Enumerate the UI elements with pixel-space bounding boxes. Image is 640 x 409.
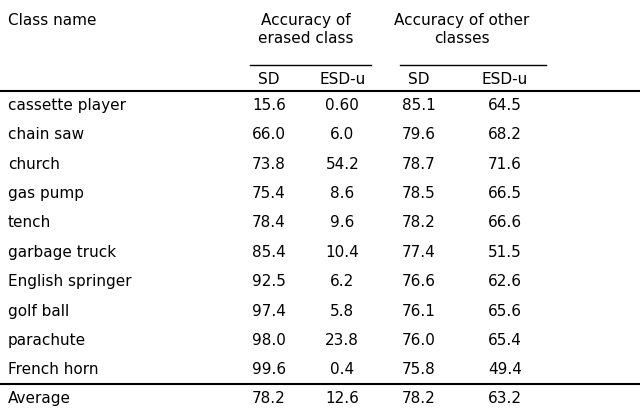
Text: 66.5: 66.5	[488, 186, 522, 200]
Text: 97.4: 97.4	[252, 303, 286, 318]
Text: church: church	[8, 156, 60, 171]
Text: 62.6: 62.6	[488, 274, 522, 288]
Text: French horn: French horn	[8, 362, 99, 377]
Text: 64.5: 64.5	[488, 97, 522, 112]
Text: Class name: Class name	[8, 13, 96, 28]
Text: 76.6: 76.6	[402, 274, 436, 288]
Text: 8.6: 8.6	[330, 186, 355, 200]
Text: SD: SD	[408, 72, 429, 87]
Text: English springer: English springer	[8, 274, 131, 288]
Text: parachute: parachute	[8, 332, 86, 347]
Text: 63.2: 63.2	[488, 390, 522, 405]
Text: Accuracy of other
classes: Accuracy of other classes	[394, 13, 529, 46]
Text: 99.6: 99.6	[252, 362, 286, 377]
Text: garbage truck: garbage truck	[8, 244, 116, 259]
Text: 78.2: 78.2	[402, 390, 436, 405]
Text: 6.0: 6.0	[330, 127, 355, 142]
Text: chain saw: chain saw	[8, 127, 84, 142]
Text: 66.0: 66.0	[252, 127, 286, 142]
Text: 78.2: 78.2	[402, 215, 436, 230]
Text: 66.6: 66.6	[488, 215, 522, 230]
Text: 75.8: 75.8	[402, 362, 436, 377]
Text: 78.4: 78.4	[252, 215, 286, 230]
Text: 78.2: 78.2	[252, 390, 286, 405]
Text: 49.4: 49.4	[488, 362, 522, 377]
Text: 0.4: 0.4	[330, 362, 355, 377]
Text: 76.1: 76.1	[402, 303, 436, 318]
Text: 85.4: 85.4	[252, 244, 286, 259]
Text: Average: Average	[8, 390, 71, 405]
Text: 79.6: 79.6	[402, 127, 436, 142]
Text: 85.1: 85.1	[402, 97, 436, 112]
Text: 54.2: 54.2	[325, 156, 359, 171]
Text: 12.6: 12.6	[325, 390, 359, 405]
Text: 78.5: 78.5	[402, 186, 436, 200]
Text: 10.4: 10.4	[325, 244, 359, 259]
Text: tench: tench	[8, 215, 51, 230]
Text: SD: SD	[259, 72, 280, 87]
Text: 98.0: 98.0	[252, 332, 286, 347]
Text: Accuracy of
erased class: Accuracy of erased class	[258, 13, 353, 46]
Text: 73.8: 73.8	[252, 156, 286, 171]
Text: ESD-u: ESD-u	[319, 72, 365, 87]
Text: 6.2: 6.2	[330, 274, 355, 288]
Text: 76.0: 76.0	[402, 332, 436, 347]
Text: 71.6: 71.6	[488, 156, 522, 171]
Text: 75.4: 75.4	[252, 186, 286, 200]
Text: gas pump: gas pump	[8, 186, 84, 200]
Text: golf ball: golf ball	[8, 303, 69, 318]
Text: 51.5: 51.5	[488, 244, 522, 259]
Text: 65.6: 65.6	[488, 303, 522, 318]
Text: 92.5: 92.5	[252, 274, 286, 288]
Text: 78.7: 78.7	[402, 156, 436, 171]
Text: 15.6: 15.6	[252, 97, 286, 112]
Text: cassette player: cassette player	[8, 97, 126, 112]
Text: 65.4: 65.4	[488, 332, 522, 347]
Text: 77.4: 77.4	[402, 244, 436, 259]
Text: 0.60: 0.60	[325, 97, 359, 112]
Text: 68.2: 68.2	[488, 127, 522, 142]
Text: 23.8: 23.8	[325, 332, 359, 347]
Text: 5.8: 5.8	[330, 303, 355, 318]
Text: ESD-u: ESD-u	[482, 72, 528, 87]
Text: 9.6: 9.6	[330, 215, 355, 230]
